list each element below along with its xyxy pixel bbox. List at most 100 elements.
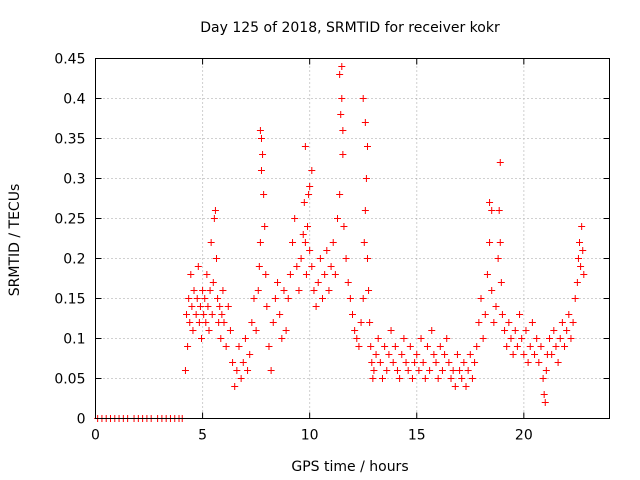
data-point xyxy=(421,375,429,382)
data-point xyxy=(216,303,224,310)
data-point xyxy=(269,319,277,326)
data-point xyxy=(458,375,466,382)
data-point xyxy=(434,375,442,382)
data-point xyxy=(271,295,279,302)
data-point xyxy=(282,327,290,334)
y-tick-label: 0.4 xyxy=(63,92,85,108)
data-point xyxy=(359,95,367,102)
data-point xyxy=(415,367,423,374)
data-point xyxy=(181,367,189,374)
data-point xyxy=(404,367,412,374)
data-point xyxy=(267,367,275,374)
data-point xyxy=(391,343,399,350)
data-point xyxy=(293,263,301,270)
data-point xyxy=(518,335,526,342)
data-point xyxy=(301,239,309,246)
data-point xyxy=(462,383,470,390)
data-point xyxy=(383,367,391,374)
data-point xyxy=(449,367,457,374)
data-point xyxy=(483,271,491,278)
data-point xyxy=(224,303,232,310)
y-tick-label: 0.45 xyxy=(54,52,85,68)
data-point xyxy=(284,295,292,302)
data-point xyxy=(301,143,309,150)
data-point xyxy=(244,367,252,374)
data-point xyxy=(308,263,316,270)
data-point xyxy=(217,335,225,342)
data-point xyxy=(299,231,307,238)
data-point xyxy=(329,239,337,246)
data-point xyxy=(393,367,401,374)
data-point xyxy=(200,311,208,318)
data-point xyxy=(574,255,582,262)
data-point xyxy=(456,367,464,374)
data-point xyxy=(239,359,247,366)
data-point xyxy=(185,295,193,302)
data-point xyxy=(235,343,243,350)
data-point xyxy=(513,343,521,350)
data-point xyxy=(385,351,393,358)
data-point xyxy=(201,295,209,302)
axis-layer: 0 0.05 0.1 0.15 0.2 0.25 0.3 0.35 0.4 0.45 0 5 10 15 2… xyxy=(54,52,610,444)
data-point xyxy=(509,351,517,358)
points-layer xyxy=(94,63,588,422)
data-point xyxy=(441,351,449,358)
data-point xyxy=(563,327,571,334)
data-point xyxy=(411,359,419,366)
data-point xyxy=(413,351,421,358)
data-point xyxy=(291,215,299,222)
x-tick-label: 0 xyxy=(91,428,100,444)
data-point xyxy=(428,327,436,334)
data-point xyxy=(308,167,316,174)
data-point xyxy=(342,255,350,262)
data-point xyxy=(289,239,297,246)
data-point xyxy=(314,279,322,286)
data-point xyxy=(205,327,213,334)
data-point xyxy=(199,287,207,294)
data-point xyxy=(257,135,265,142)
data-point xyxy=(219,287,227,294)
data-point xyxy=(468,375,476,382)
data-point xyxy=(196,303,204,310)
data-point xyxy=(257,167,265,174)
plot-frame xyxy=(95,58,610,419)
data-point xyxy=(337,111,345,118)
data-point xyxy=(207,239,215,246)
data-point xyxy=(473,343,481,350)
y-tick-label: 0.15 xyxy=(54,292,85,308)
data-point xyxy=(366,319,374,326)
data-point xyxy=(278,335,286,342)
data-point xyxy=(445,359,453,366)
data-point xyxy=(312,303,320,310)
data-point xyxy=(533,335,541,342)
data-point xyxy=(526,343,534,350)
data-point xyxy=(276,311,284,318)
data-point xyxy=(187,271,195,278)
data-point xyxy=(331,271,339,278)
data-point xyxy=(231,383,239,390)
data-point xyxy=(363,143,371,150)
data-point xyxy=(260,191,268,198)
data-point xyxy=(486,199,494,206)
data-point xyxy=(539,375,547,382)
data-point xyxy=(381,343,389,350)
data-point xyxy=(365,287,373,294)
data-point xyxy=(453,351,461,358)
chart-title: Day 125 of 2018, SRMTID for receiver kok… xyxy=(200,20,500,36)
data-point xyxy=(423,343,431,350)
data-point xyxy=(481,311,489,318)
data-point xyxy=(256,127,264,134)
data-point xyxy=(464,367,472,374)
data-point xyxy=(340,223,348,230)
data-point xyxy=(193,295,201,302)
data-point xyxy=(286,271,294,278)
data-point xyxy=(495,207,503,214)
data-point xyxy=(359,295,367,302)
data-point xyxy=(496,239,504,246)
data-point xyxy=(396,375,404,382)
data-point xyxy=(323,247,331,254)
data-point xyxy=(548,351,556,358)
data-point xyxy=(496,159,504,166)
data-point xyxy=(211,207,219,214)
